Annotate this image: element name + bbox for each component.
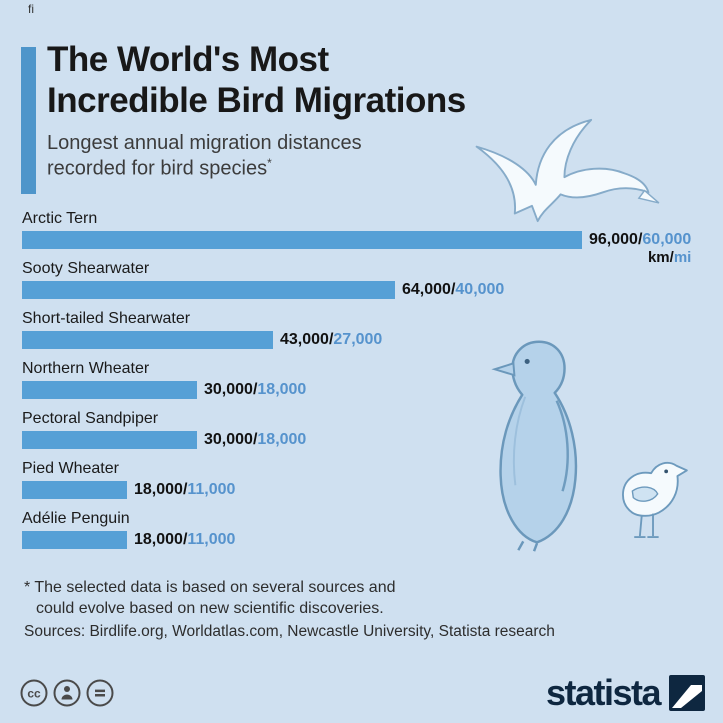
bar (22, 431, 197, 449)
value-separator: / (182, 481, 188, 498)
sources-line: Sources: Birdlife.org, Worldatlas.com, N… (24, 623, 555, 640)
bar-line: 18,000/11,000 (22, 531, 706, 549)
bar-value: 96,000/60,000 km/mi (589, 231, 692, 266)
unit-mi: mi (673, 249, 692, 266)
bar-row: Pied Wheater 18,000/11,000 (22, 458, 706, 508)
page-title-line2: Incredible Bird Migrations (47, 80, 466, 120)
value-separator: / (637, 231, 643, 248)
bar (22, 381, 197, 399)
mi-value: 11,000 (187, 531, 236, 548)
bar-rows: Arctic Tern 96,000/60,000 km/mi Sooty Shear… (22, 208, 706, 558)
bar-line: 18,000/11,000 (22, 481, 706, 499)
svg-text:cc: cc (27, 687, 41, 701)
bar-category-label: Sooty Shearwater (22, 260, 150, 277)
value-separator: / (328, 331, 334, 348)
mi-value: 27,000 (333, 331, 383, 348)
header: The World's Most Incredible Bird Migrati… (47, 40, 647, 182)
bar-category-label: Adélie Penguin (22, 510, 130, 527)
bar-category-label: Short-tailed Shearwater (22, 310, 191, 327)
bar-category-label: Pied Wheater (22, 460, 119, 477)
value-separator: / (450, 281, 456, 298)
title-accent-bar (21, 47, 36, 194)
km-value: 30,000 (204, 431, 253, 448)
km-value: 43,000 (280, 331, 329, 348)
bar-row: Pectoral Sandpiper 30,000/18,000 (22, 408, 706, 458)
bar-category-label: Northern Wheater (22, 360, 150, 377)
mi-value: 18,000 (257, 431, 307, 448)
value-separator: / (182, 531, 188, 548)
bar-line: 30,000/18,000 (22, 381, 706, 399)
statista-logo[interactable]: statista (546, 675, 705, 711)
unit-separator: / (669, 249, 674, 266)
km-value: 18,000 (134, 481, 183, 498)
km-value: 64,000 (402, 281, 451, 298)
bar-row: Adélie Penguin 18,000/11,000 (22, 508, 706, 558)
attribution-icon[interactable] (53, 679, 81, 707)
value-separator: / (252, 381, 258, 398)
bar-value: 43,000/27,000 (280, 331, 382, 349)
page-subtitle: Longest annual migration distances recor… (47, 131, 647, 182)
bar-value: 18,000/11,000 (134, 531, 235, 549)
license-icons: cc (20, 679, 114, 707)
statista-wordmark: statista (545, 672, 662, 713)
footnote-line2: could evolve based on new scientific dis… (36, 600, 384, 618)
bar-category-label: Pectoral Sandpiper (22, 410, 159, 427)
unit-km: km (647, 249, 670, 266)
bar (22, 531, 127, 549)
bar-line: 30,000/18,000 (22, 431, 706, 449)
mi-value: 40,000 (455, 281, 505, 298)
bar-category-label: Arctic Tern (22, 210, 98, 227)
bar-line: 43,000/27,000 (22, 331, 706, 349)
bar (22, 481, 127, 499)
bar-row: Short-tailed Shearwater 43,000/27,000 (22, 308, 706, 358)
bar-line: 64,000/40,000 (22, 281, 706, 299)
bar (22, 331, 273, 349)
subtitle-line1: Longest annual migration distances (47, 132, 362, 155)
bar-value: 64,000/40,000 (402, 281, 504, 299)
subtitle-line2: recorded for bird species (47, 158, 268, 181)
value-separator: / (252, 431, 258, 448)
footnote: * The selected data is based on several … (24, 577, 396, 620)
cc-icon[interactable]: cc (20, 679, 48, 707)
footnote-line1: * The selected data is based on several … (24, 579, 396, 596)
bar-value: 30,000/18,000 (204, 381, 306, 399)
unit-label: km/mi (648, 249, 691, 266)
statista-logo-mark (669, 675, 705, 711)
bar (22, 281, 395, 299)
bar (22, 231, 582, 249)
bar-value: 30,000/18,000 (204, 431, 306, 449)
bar-line: 96,000/60,000 km/mi (22, 231, 706, 266)
km-value: 96,000 (589, 231, 638, 248)
footnote-marker: * (267, 156, 272, 171)
mi-value: 11,000 (187, 481, 236, 498)
page-title-line1: The World's Most (47, 40, 329, 79)
bar-row: Sooty Shearwater 64,000/40,000 (22, 258, 706, 308)
no-derivatives-icon[interactable] (86, 679, 114, 707)
km-value: 18,000 (134, 531, 183, 548)
bar-row: Northern Wheater 30,000/18,000 (22, 358, 706, 408)
km-value: 30,000 (204, 381, 253, 398)
crop-artifact-text: fi (28, 2, 34, 16)
bar-value: 18,000/11,000 (134, 481, 235, 499)
mi-value: 18,000 (257, 381, 307, 398)
bar-row: Arctic Tern 96,000/60,000 km/mi (22, 208, 706, 266)
mi-value: 60,000 (642, 231, 692, 248)
